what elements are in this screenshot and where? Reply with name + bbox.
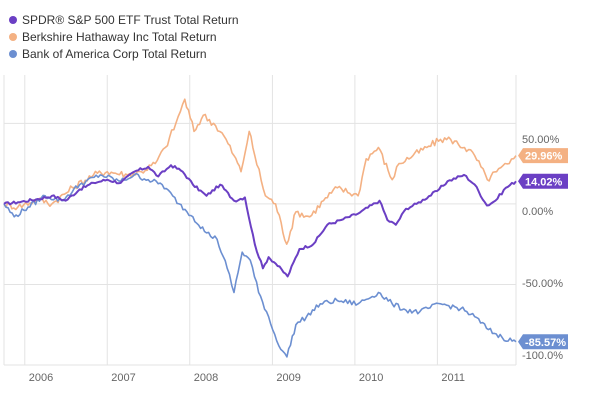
legend-marker — [9, 50, 17, 58]
legend-marker — [9, 16, 17, 24]
end-label-value: 29.96% — [525, 151, 563, 163]
end-label-berkshire: 29.96% — [518, 148, 568, 164]
legend-label: SPDR® S&P 500 ETF Trust Total Return — [22, 13, 239, 27]
y-tick-label: 0.00% — [522, 206, 553, 218]
end-label-badge — [518, 334, 568, 350]
x-tick-label: 2008 — [194, 372, 218, 384]
end-label-badge — [518, 173, 568, 189]
series-line — [3, 98, 517, 245]
end-label-badge — [518, 148, 568, 164]
legend: SPDR® S&P 500 ETF Trust Total Return Ber… — [9, 13, 239, 61]
x-tick-label: 2010 — [359, 372, 383, 384]
end-label-spdr: 14.02% — [518, 173, 568, 189]
legend-item[interactable]: Bank of America Corp Total Return — [9, 47, 207, 61]
legend-label: Bank of America Corp Total Return — [22, 47, 207, 61]
y-axis: 50.00% 0.00% -50.00% -100.0% — [522, 134, 563, 362]
series-line — [3, 172, 517, 358]
x-tick-label: 2006 — [29, 372, 53, 384]
y-tick-label: -100.0% — [522, 350, 563, 362]
legend-item[interactable]: SPDR® S&P 500 ETF Trust Total Return — [9, 13, 239, 27]
end-labels: 29.96% 14.02% -85.57% — [518, 148, 568, 350]
legend-marker — [9, 33, 17, 41]
x-tick-label: 2007 — [111, 372, 135, 384]
grid — [3, 75, 517, 366]
x-tick-label: 2009 — [276, 372, 300, 384]
series-line — [3, 164, 517, 278]
end-label-bofa: -85.57% — [518, 334, 568, 350]
series-lines — [3, 98, 517, 358]
y-tick-label: 50.00% — [522, 134, 560, 146]
end-label-value: 14.02% — [525, 176, 563, 188]
x-tick-label: 2011 — [441, 372, 465, 384]
legend-item[interactable]: Berkshire Hathaway Inc Total Return — [9, 30, 217, 44]
y-tick-label: -50.00% — [522, 278, 563, 290]
x-axis: 2006 2007 2008 2009 2010 2011 — [29, 372, 465, 384]
legend-label: Berkshire Hathaway Inc Total Return — [22, 30, 217, 44]
end-label-value: -85.57% — [525, 337, 566, 349]
